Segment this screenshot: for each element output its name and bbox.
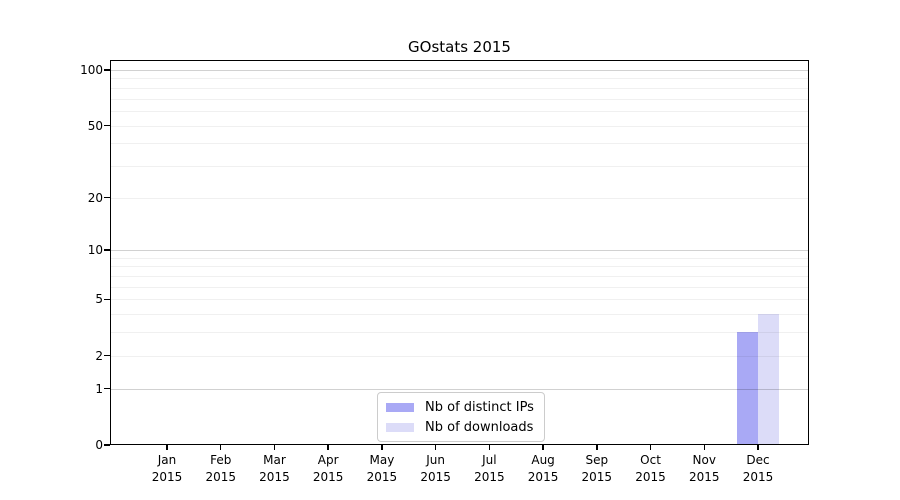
x-tick-month: May (369, 453, 395, 467)
y-tick-mark (104, 249, 110, 251)
x-tick-year: 2015 (205, 470, 236, 484)
chart-title: GOstats 2015 (408, 38, 511, 56)
y-tick-mark (104, 444, 110, 446)
x-tick-month: Jan (157, 453, 177, 467)
x-tick-mark (434, 445, 437, 450)
x-tick-year: 2015 (151, 470, 183, 484)
y-tick-label: 20 (87, 190, 103, 205)
bar-distinct-ips (737, 332, 758, 445)
x-tick-label: Dec 2015 (730, 452, 786, 486)
gridline-minor (110, 143, 809, 145)
x-tick-mark (649, 445, 652, 450)
legend-label-distinct-ips: Nb of distinct IPs (425, 399, 534, 415)
x-tick-year: 2015 (581, 470, 613, 484)
y-tick-label: 2 (95, 348, 103, 363)
legend-swatch-distinct-ips (386, 402, 414, 412)
legend-swatch-downloads (386, 422, 414, 432)
gridline-minor (110, 314, 809, 316)
x-tick-mark (488, 445, 491, 450)
gridline-major (110, 388, 809, 390)
gridline-minor (110, 125, 809, 127)
x-tick-label: May 2015 (354, 452, 410, 486)
x-tick-month: Oct (640, 453, 661, 467)
x-tick-month: Nov (692, 453, 716, 467)
x-tick-month: Sep (585, 453, 609, 467)
y-tick-label: 0 (95, 438, 103, 452)
x-tick-mark (273, 445, 276, 450)
x-tick-label: Jul 2015 (461, 452, 517, 486)
y-tick-mark (104, 196, 110, 199)
x-tick-label: Aug 2015 (515, 452, 571, 486)
x-tick-mark (542, 445, 544, 450)
x-tick-year: 2015 (474, 470, 505, 484)
x-tick-month: Aug (531, 453, 555, 467)
x-tick-label: Sep 2015 (569, 452, 625, 486)
gridline-minor (110, 266, 809, 268)
plot-border (110, 60, 809, 445)
x-tick-label: Feb 2015 (193, 452, 249, 486)
gridline-minor (110, 286, 809, 288)
x-tick-year: 2015 (527, 470, 559, 484)
legend-label-downloads: Nb of downloads (425, 419, 534, 435)
x-tick-year: 2015 (312, 470, 344, 484)
x-tick-year: 2015 (742, 470, 774, 484)
legend: Nb of distinct IPs Nb of downloads (377, 392, 545, 442)
x-tick-label: Mar 2015 (246, 452, 302, 486)
x-tick-month: Jun (426, 453, 445, 467)
x-tick-year: 2015 (688, 470, 720, 484)
y-tick-mark (104, 354, 110, 357)
gridline-minor (110, 355, 809, 357)
gridline-minor (110, 257, 809, 259)
x-tick-label: Jan 2015 (139, 452, 195, 486)
gridline-major (110, 70, 809, 71)
y-tick-mark (104, 387, 110, 390)
x-tick-month: Jul (482, 453, 497, 467)
gridline-major (110, 250, 809, 252)
x-tick-mark (757, 445, 759, 450)
gridline-minor (110, 197, 809, 199)
x-tick-mark (219, 445, 222, 450)
x-tick-label: Jun 2015 (408, 452, 464, 486)
x-tick-label: Apr 2015 (300, 452, 356, 486)
gridline-minor (110, 332, 809, 334)
x-tick-year: 2015 (366, 470, 398, 484)
y-tick-label: 50 (87, 118, 103, 133)
x-tick-year: 2015 (420, 470, 451, 484)
x-tick-year: 2015 (635, 470, 666, 484)
x-tick-month: Apr (317, 453, 339, 467)
y-tick-label: 10 (87, 243, 103, 258)
x-tick-mark (596, 445, 598, 450)
legend-item-downloads: Nb of downloads (386, 417, 536, 437)
y-tick-mark (104, 298, 110, 301)
y-tick-label: 100 (80, 63, 103, 77)
x-tick-label: Oct 2015 (623, 452, 679, 486)
gridline-minor (110, 299, 809, 301)
x-tick-mark (327, 445, 329, 450)
bar-downloads (758, 314, 779, 445)
x-tick-mark (381, 445, 383, 450)
gridline-minor (110, 78, 809, 80)
y-tick-label: 5 (95, 292, 103, 307)
gridline-minor (110, 87, 809, 89)
x-tick-month: Mar (263, 453, 286, 467)
y-tick-mark (104, 69, 110, 71)
gridline-minor (110, 276, 809, 278)
x-tick-label: Nov 2015 (676, 452, 732, 486)
x-tick-mark (166, 445, 168, 450)
y-tick-label: 1 (95, 381, 103, 396)
x-tick-month: Feb (210, 453, 232, 467)
y-tick-mark (104, 124, 110, 127)
gridline-minor (110, 110, 809, 112)
x-tick-mark (703, 445, 706, 450)
gridline-minor (110, 98, 809, 100)
legend-item-distinct-ips: Nb of distinct IPs (386, 397, 536, 417)
gridline-minor (110, 165, 809, 167)
x-tick-year: 2015 (259, 470, 290, 484)
x-tick-month: Dec (746, 453, 770, 467)
